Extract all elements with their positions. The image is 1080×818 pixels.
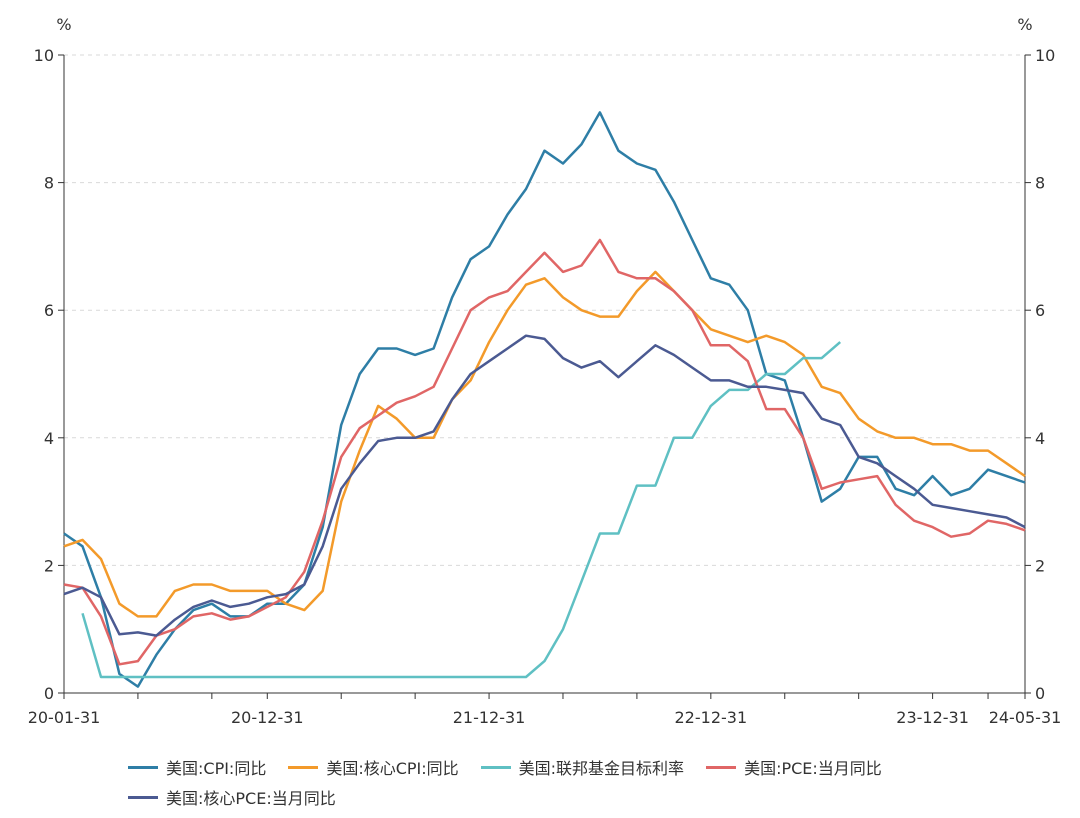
legend-label: 美国:CPI:同比 xyxy=(166,759,267,778)
legend-label: 美国:PCE:当月同比 xyxy=(744,759,882,778)
legend-swatch xyxy=(706,765,737,769)
x-tick-label: 20-12-31 xyxy=(231,708,304,727)
legend-swatch xyxy=(128,795,158,799)
series-lines xyxy=(63,111,1026,688)
legend-item[interactable]: 美国:核心CPI:同比 xyxy=(288,752,459,782)
gridlines xyxy=(64,54,1025,566)
x-tick-label: 20-01-31 xyxy=(28,708,101,727)
y-tick-label-right: 8 xyxy=(1035,174,1045,193)
y-tick-label-right: 10 xyxy=(1035,46,1055,65)
tick-labels: 0 0 2 2 4 4 6 6 8 8 10 10 20-01-31 20-12-31 21-12-31 22… xyxy=(28,46,1062,727)
series-line-3 xyxy=(63,238,1026,666)
y-tick-label-left: 4 xyxy=(44,429,54,448)
y-tick-label-left: 8 xyxy=(44,174,54,193)
legend-swatch xyxy=(480,765,511,769)
legend-label: 美国:联邦基金目标利率 xyxy=(518,759,685,778)
y-axis-unit-right: % xyxy=(1017,15,1032,34)
series-line-1 xyxy=(63,270,1026,618)
legend-swatch xyxy=(288,765,319,769)
series-line-4 xyxy=(63,334,1026,637)
y-tick-label-left: 2 xyxy=(44,556,54,575)
y-axis-unit-left: % xyxy=(56,15,71,34)
legend-label: 美国:核心PCE:当月同比 xyxy=(166,789,336,808)
line-chart: % % 0 0 2 2 4 4 6 6 8 8 10 10 20-01-31 20-12-31 21-12-… xyxy=(28,15,1062,727)
axes xyxy=(58,54,1031,699)
y-tick-label-left: 0 xyxy=(44,684,54,703)
legend-item[interactable]: 美国:PCE:当月同比 xyxy=(706,752,882,782)
series-line-2 xyxy=(81,341,842,679)
y-tick-label-right: 4 xyxy=(1035,429,1045,448)
legend-label: 美国:核心CPI:同比 xyxy=(326,759,459,778)
y-tick-label-right: 2 xyxy=(1035,556,1045,575)
y-tick-label-right: 0 xyxy=(1035,684,1045,703)
legend-item[interactable]: 美国:核心PCE:当月同比 xyxy=(128,782,336,812)
series-line-0 xyxy=(63,111,1026,688)
y-tick-label-right: 6 xyxy=(1035,301,1045,320)
x-tick-label: 23-12-31 xyxy=(896,708,969,727)
y-tick-label-left: 10 xyxy=(34,46,54,65)
y-tick-label-left: 6 xyxy=(44,301,54,320)
x-tick-label: 21-12-31 xyxy=(453,708,526,727)
legend: 美国:CPI:同比 美国:核心CPI:同比 美国:联邦基金目标利率 美国:PCE:当月… xyxy=(128,752,1028,812)
x-tick-label: 22-12-31 xyxy=(675,708,748,727)
legend-item[interactable]: 美国:联邦基金目标利率 xyxy=(480,752,685,782)
legend-item[interactable]: 美国:CPI:同比 xyxy=(128,752,266,782)
x-tick-label: 24-05-31 xyxy=(989,708,1062,727)
legend-swatch xyxy=(128,765,158,769)
